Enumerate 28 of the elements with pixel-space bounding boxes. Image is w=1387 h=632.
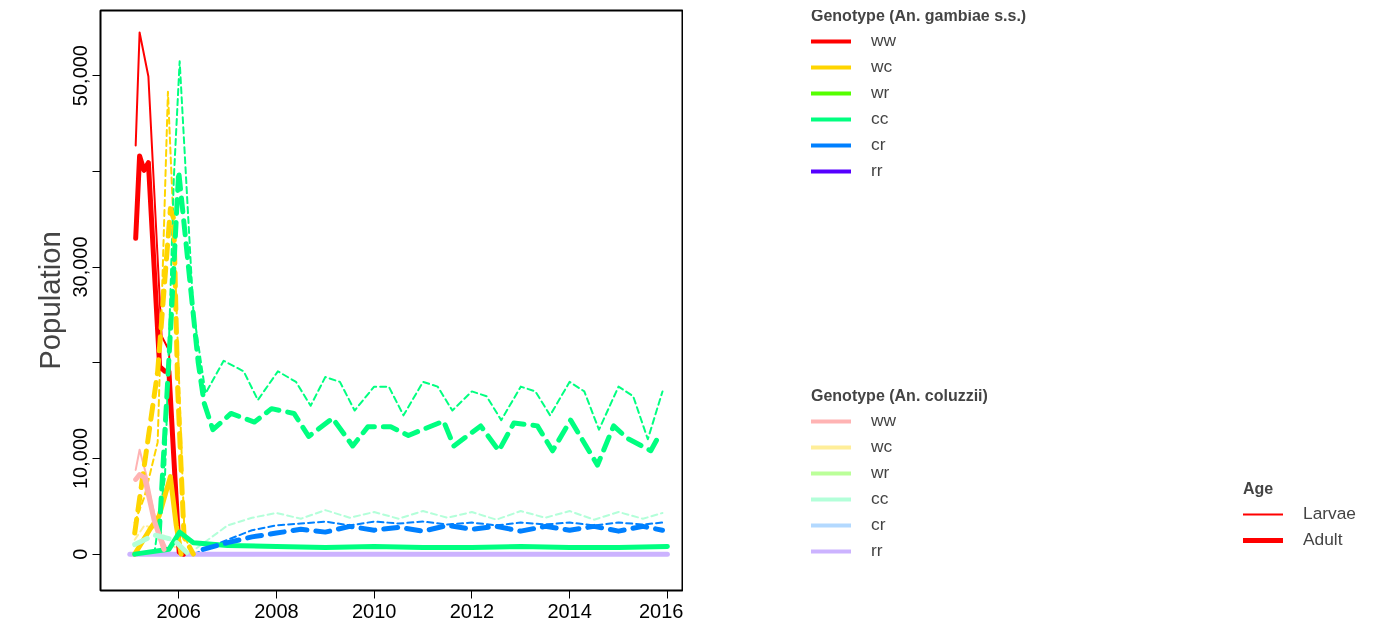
- x-tick-label: 2016: [639, 599, 684, 622]
- legend-label: wr: [871, 82, 891, 103]
- legend-label: rr: [871, 540, 884, 561]
- text: Adult: [1303, 529, 1343, 550]
- x-tick-label: 2010: [351, 599, 397, 622]
- legend-label: wc: [871, 436, 893, 457]
- x-tick-label: 2012: [449, 599, 495, 622]
- legend-label: ww: [871, 30, 897, 51]
- legend-label: cr: [871, 134, 887, 155]
- x-tick-label: 2008: [254, 599, 299, 622]
- legend-label: wc: [871, 56, 893, 77]
- legend-label: cr: [871, 514, 887, 535]
- y-tick-label: 50,000: [69, 45, 92, 107]
- y-tick-label: 10,000: [69, 427, 92, 490]
- legend-label: cc: [871, 108, 890, 129]
- legend-label: rr: [871, 160, 884, 181]
- y-tick-label: 0: [69, 548, 92, 560]
- legend-label: ww: [871, 410, 897, 431]
- text: Genotype (An. gambiae s.s.): [811, 9, 1027, 25]
- text: Age: [1243, 480, 1275, 498]
- legend-label: wr: [871, 462, 891, 483]
- x-tick-label: 2014: [547, 599, 592, 622]
- y-axis-title: Population: [32, 231, 66, 370]
- text: Larvae: [1303, 503, 1356, 524]
- text: Genotype (An. coluzzii): [811, 387, 988, 405]
- legend-label: cc: [871, 488, 890, 509]
- y-tick-label: 30,000: [69, 236, 92, 298]
- x-tick-label: 2006: [156, 599, 201, 622]
